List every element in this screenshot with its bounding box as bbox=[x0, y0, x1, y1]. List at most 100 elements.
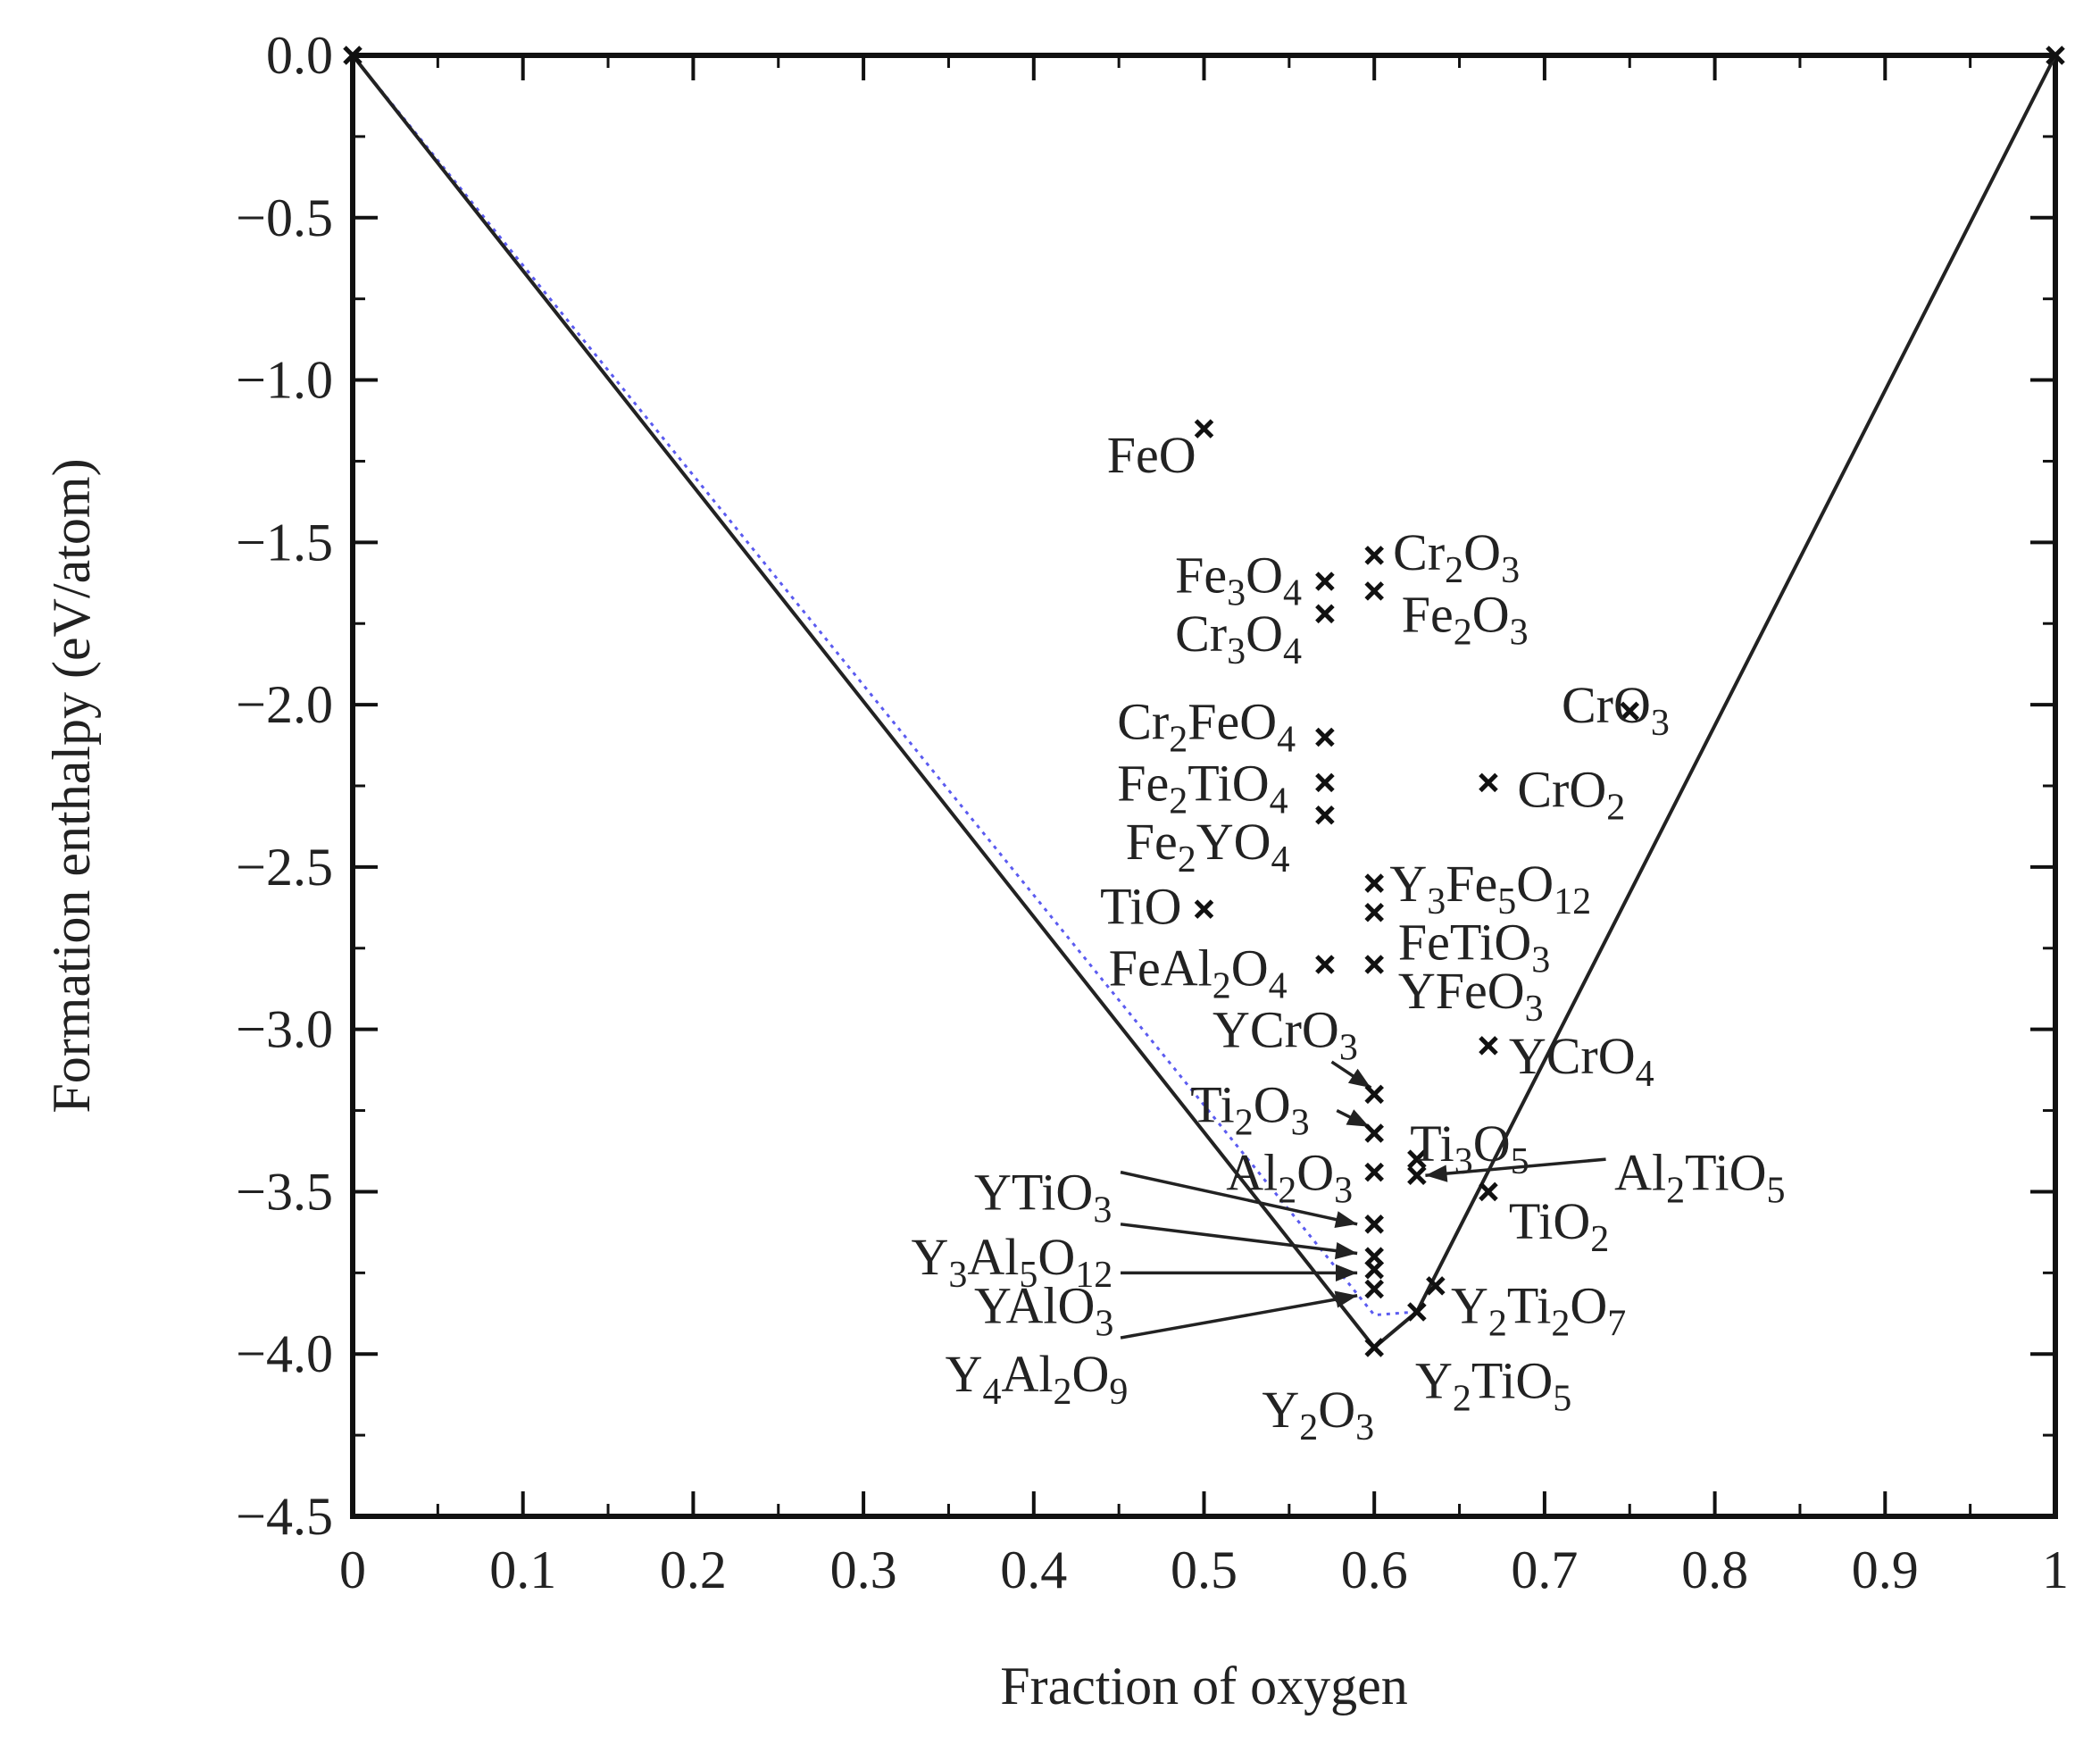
point-labels: FeOFe3O4Cr3O4Cr2O3Fe2O3CrO3Cr2FeO4Fe2TiO… bbox=[911, 426, 1785, 1448]
label-subscript: 7 bbox=[1607, 1304, 1626, 1345]
label-element: FeTiO bbox=[1398, 914, 1531, 972]
label-subscript: 3 bbox=[1501, 550, 1520, 591]
point-label: Ti2O3 bbox=[1190, 1075, 1309, 1143]
point-marker-stroke bbox=[1315, 572, 1335, 591]
point-marker-stroke bbox=[1479, 1181, 1498, 1202]
x-tick-label: 0.2 bbox=[660, 1540, 727, 1599]
label-element: O bbox=[1254, 1075, 1291, 1133]
x-tick-label: 0.6 bbox=[1341, 1540, 1408, 1599]
label-subscript: 2 bbox=[1054, 1372, 1072, 1413]
label-element: O bbox=[1516, 855, 1554, 913]
data-point bbox=[1479, 1181, 1498, 1202]
label-element: YO bbox=[1196, 813, 1271, 871]
label-subscript: 2 bbox=[1299, 1407, 1318, 1448]
label-element: Y bbox=[911, 1228, 948, 1286]
data-point bbox=[1479, 1036, 1498, 1056]
point-marker-stroke bbox=[1315, 805, 1335, 825]
y-tick-label: −1.5 bbox=[236, 513, 333, 572]
point-label: TiO bbox=[1100, 878, 1181, 936]
hull-lines bbox=[351, 54, 2057, 1350]
data-point bbox=[1315, 727, 1335, 747]
data-point bbox=[1315, 604, 1335, 624]
label-element: Fe bbox=[1117, 754, 1169, 812]
data-point bbox=[1364, 1259, 1384, 1280]
y-axis: 0.0 −0.5 −1.0 −1.5 −2.0 −2.5 −3.0 −3.5 −4.0 −4.5 bbox=[236, 26, 2055, 1546]
point-label: Cr3O4 bbox=[1175, 605, 1302, 672]
label-element: O bbox=[1473, 1114, 1511, 1173]
label-element: Fe bbox=[1175, 547, 1227, 605]
point-label: YCrO4 bbox=[1509, 1027, 1654, 1095]
point-marker-stroke bbox=[1364, 1338, 1384, 1357]
label-element: YFeO bbox=[1398, 962, 1525, 1020]
data-point bbox=[1364, 1084, 1384, 1105]
label-subscript: 2 bbox=[1453, 1378, 1471, 1419]
label-element: O bbox=[1246, 605, 1283, 663]
data-point bbox=[1194, 899, 1214, 919]
point-label: FeAl2O4 bbox=[1109, 939, 1288, 1007]
data-points bbox=[343, 46, 2065, 1357]
label-subscript: 2 bbox=[1235, 1102, 1254, 1143]
point-marker-stroke bbox=[343, 46, 362, 65]
label-subscript: 2 bbox=[1212, 966, 1231, 1007]
x-tick-label: 0.3 bbox=[830, 1540, 897, 1599]
label-element: Cr bbox=[1117, 692, 1169, 750]
label-subscript: 5 bbox=[1511, 1141, 1529, 1182]
arrow-head bbox=[1335, 1264, 1358, 1281]
data-point bbox=[2046, 46, 2065, 65]
point-marker-stroke bbox=[1364, 1215, 1384, 1234]
label-element: TiO bbox=[1100, 878, 1181, 936]
point-label: Cr2O3 bbox=[1393, 523, 1520, 591]
data-point bbox=[1364, 1338, 1384, 1357]
label-subscript: 4 bbox=[1636, 1054, 1654, 1095]
data-point bbox=[1315, 572, 1335, 591]
point-marker-stroke bbox=[1407, 1149, 1427, 1169]
point-marker-stroke bbox=[1364, 1279, 1384, 1299]
label-subscript: 3 bbox=[1227, 573, 1246, 614]
label-subscript: 4 bbox=[1277, 719, 1296, 760]
point-marker-stroke bbox=[1194, 899, 1214, 919]
point-marker-stroke bbox=[1426, 1276, 1446, 1296]
label-element: O bbox=[1246, 547, 1283, 605]
point-marker-stroke bbox=[1479, 772, 1498, 793]
data-point bbox=[1315, 955, 1335, 974]
label-element: Y bbox=[1415, 1351, 1453, 1409]
x-tick-label: 0.4 bbox=[1000, 1540, 1067, 1599]
label-element: Y bbox=[1262, 1381, 1299, 1439]
data-point bbox=[1364, 1215, 1384, 1234]
data-point bbox=[1315, 772, 1335, 793]
arrow-head bbox=[1334, 1211, 1358, 1229]
point-marker-stroke bbox=[1315, 604, 1335, 624]
point-marker-stroke bbox=[1364, 1162, 1384, 1182]
point-label: FeTiO3 bbox=[1398, 914, 1550, 981]
label-subscript: 3 bbox=[1427, 881, 1446, 922]
arrow-line bbox=[1425, 1157, 1606, 1178]
y-tick-label: −3.0 bbox=[236, 1000, 333, 1059]
label-subscript: 3 bbox=[948, 1255, 967, 1296]
y-tick-label: −4.5 bbox=[236, 1487, 333, 1546]
data-point bbox=[1620, 701, 1640, 722]
point-label: Cr2FeO4 bbox=[1117, 692, 1296, 760]
label-subscript: 5 bbox=[1553, 1378, 1571, 1419]
x-tick-label: 0.9 bbox=[1852, 1540, 1919, 1599]
point-label: Y2O3 bbox=[1262, 1381, 1374, 1448]
label-element: TiO bbox=[1685, 1144, 1766, 1202]
arrow-head bbox=[1334, 1241, 1358, 1260]
point-marker-stroke bbox=[1315, 955, 1335, 974]
point-marker-stroke bbox=[1364, 955, 1384, 974]
y-tick-label: −2.0 bbox=[236, 675, 333, 734]
data-point bbox=[1407, 1149, 1427, 1169]
y-tick-label: −3.5 bbox=[236, 1162, 333, 1221]
point-marker-stroke bbox=[1364, 873, 1384, 893]
label-subscript: 4 bbox=[1283, 573, 1302, 614]
point-label: Y2TiO5 bbox=[1415, 1351, 1571, 1419]
label-subscript: 3 bbox=[1355, 1407, 1374, 1448]
label-subscript: 2 bbox=[1551, 1304, 1570, 1345]
label-subscript: 3 bbox=[1510, 612, 1529, 653]
point-label: Y3Al5O12 bbox=[911, 1228, 1112, 1296]
label-element: Y bbox=[1389, 855, 1427, 913]
point-label: Y3Fe5O12 bbox=[1389, 855, 1591, 922]
point-marker-stroke bbox=[1315, 727, 1335, 747]
plot-area: 0 0.1 0.2 0.3 0.4 0.5 0.6 0.7 0.8 0.9 1 0.0 −0.5 −1.… bbox=[236, 26, 2069, 1599]
label-element: Cr bbox=[1175, 605, 1227, 663]
x-tick-label: 0.5 bbox=[1171, 1540, 1238, 1599]
